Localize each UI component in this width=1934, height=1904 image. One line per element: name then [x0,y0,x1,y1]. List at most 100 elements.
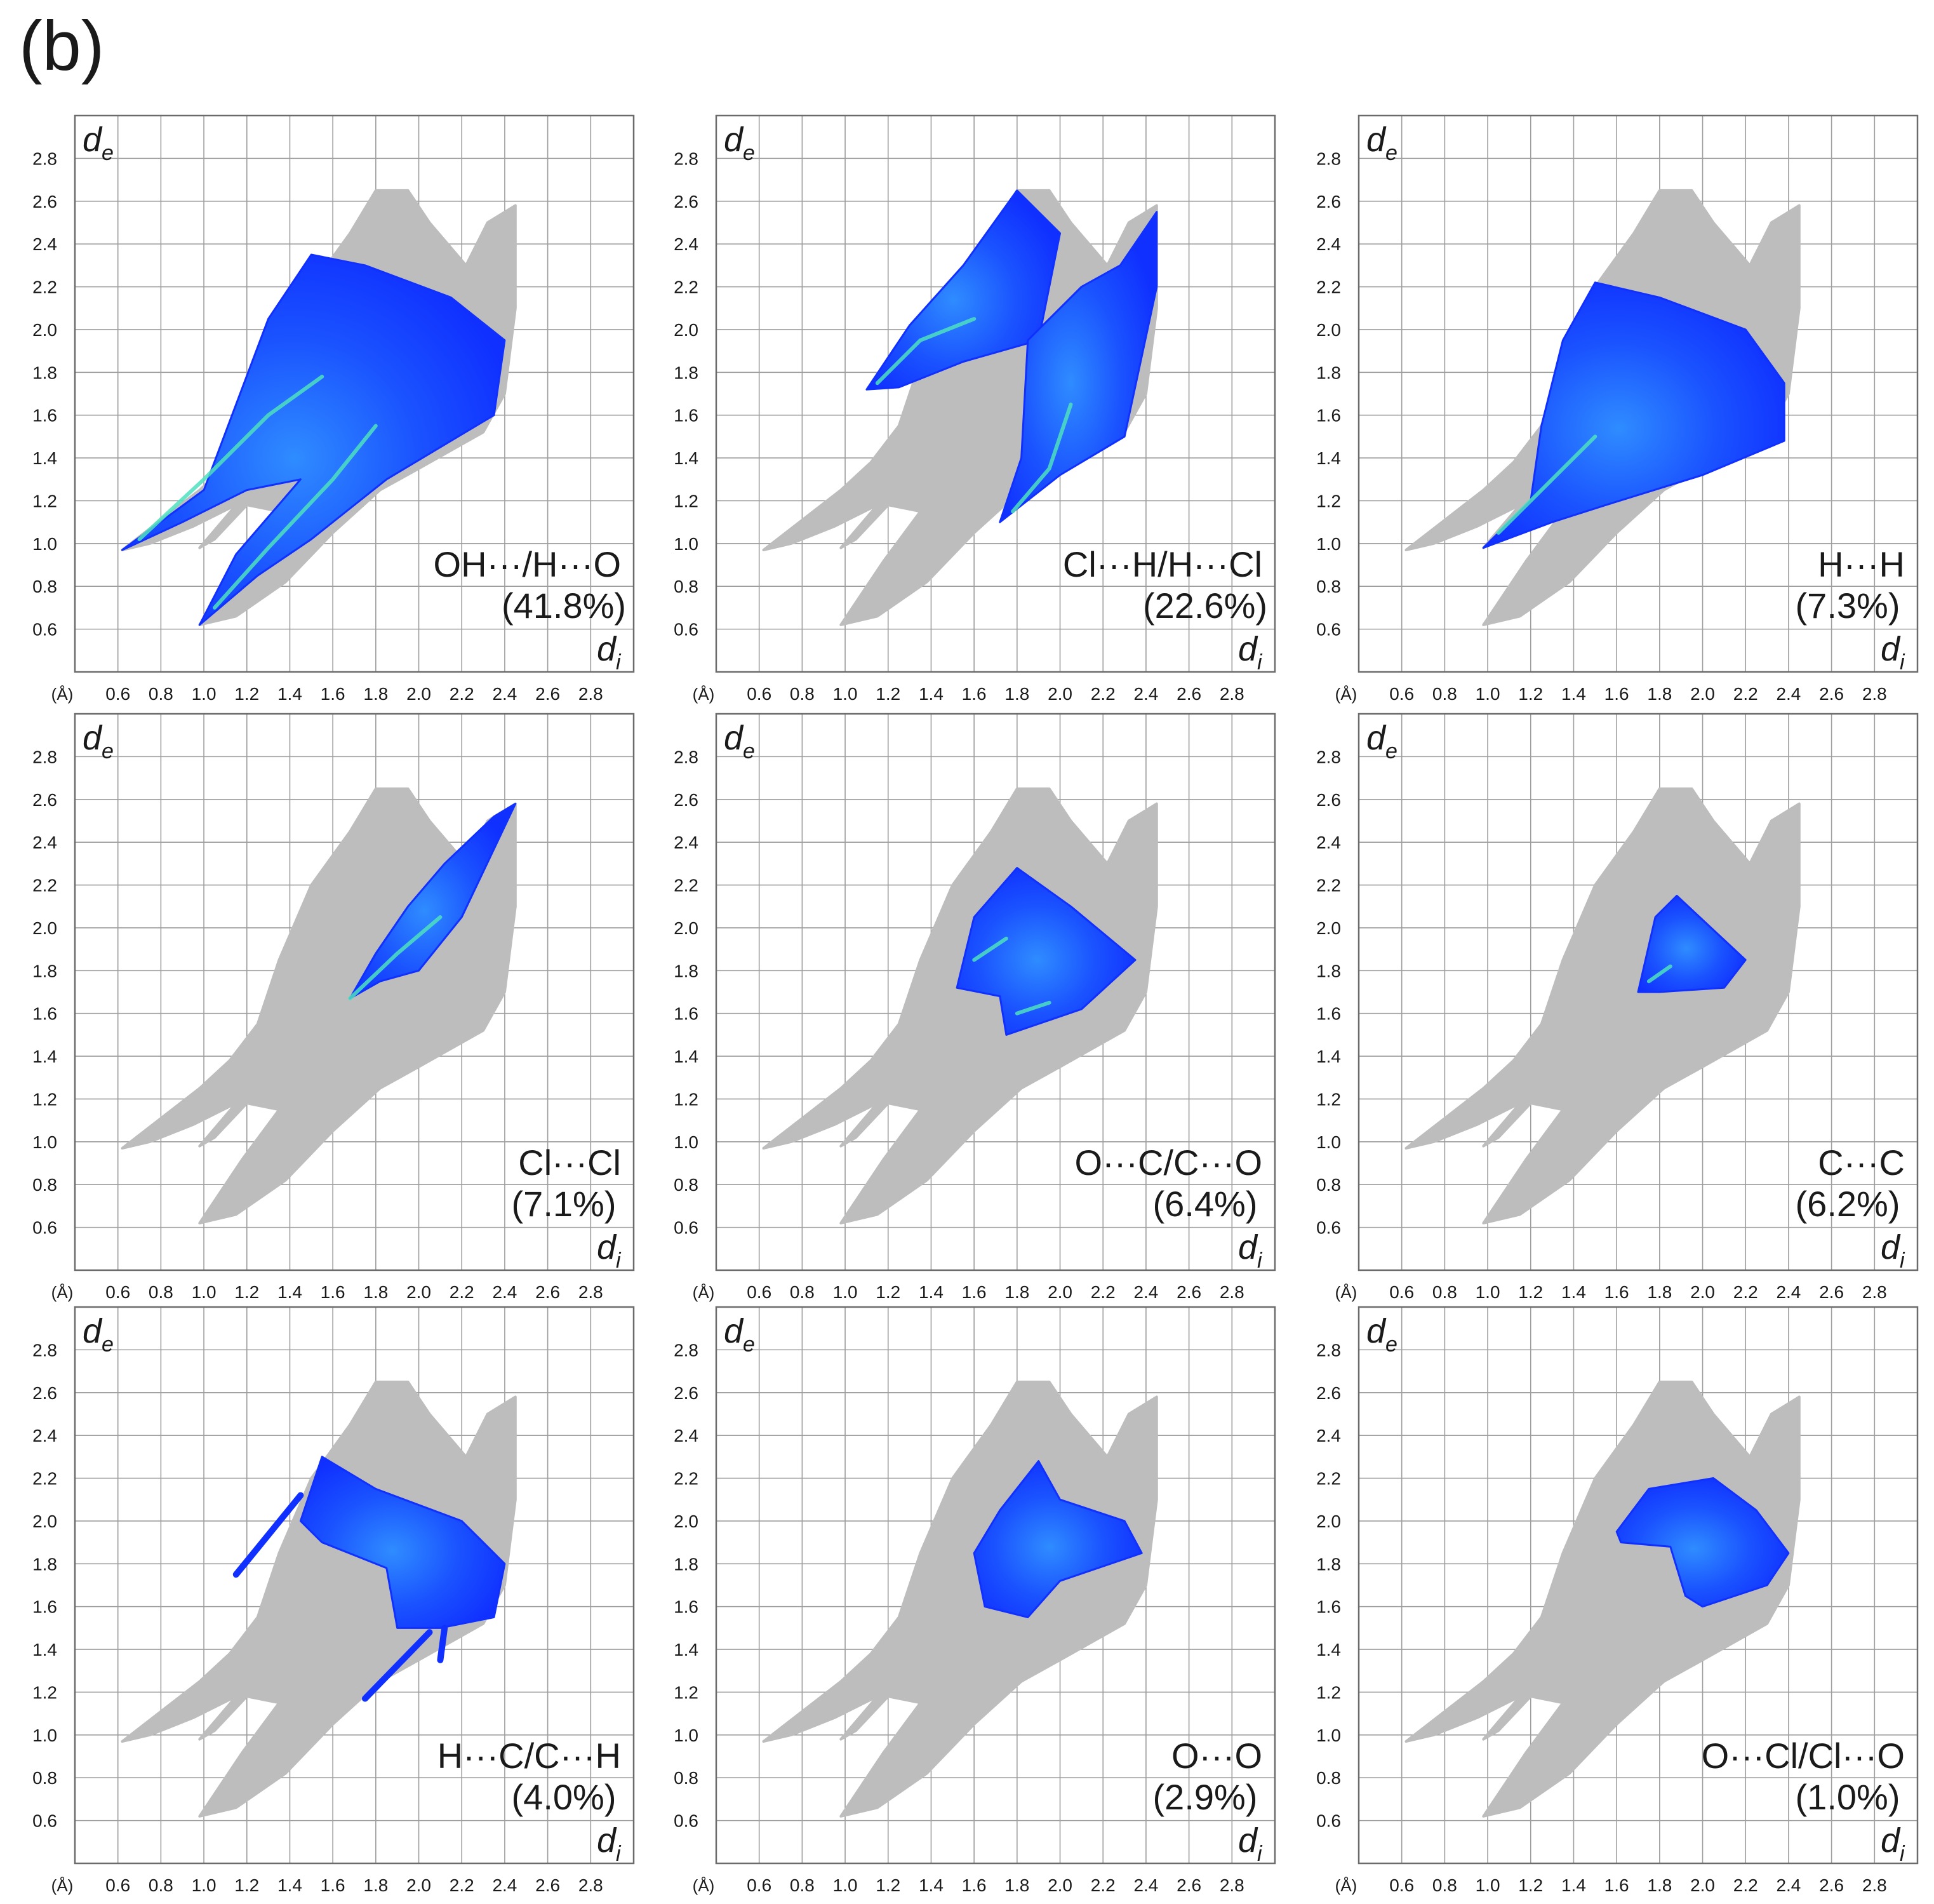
y-tick-label: 2.2 [1316,1469,1341,1489]
y-tick-label: 1.6 [674,1597,698,1617]
x-tick-label: 0.6 [1389,1282,1414,1302]
contact-percentage: (6.2%) [1796,1184,1900,1224]
y-tick-label: 2.8 [674,1340,698,1360]
x-tick-label: 2.0 [1048,1875,1072,1895]
density-ridge [213,424,378,610]
x-tick-label: 2.0 [1048,1282,1072,1302]
contact-percentage: (7.3%) [1796,586,1900,626]
y-tick-label: 1.4 [1316,448,1341,468]
x-tick-label: 0.6 [105,684,130,704]
x-tick-label: 1.4 [1561,1875,1586,1895]
y-tick-label: 2.8 [1316,1340,1341,1360]
x-tick-label: 2.4 [1133,1282,1158,1302]
x-tick-label: 1.0 [192,1282,217,1302]
x-tick-label: 2.8 [1220,684,1244,704]
y-tick-label: 0.6 [32,1811,57,1831]
x-tick-label: 2.6 [535,684,560,704]
y-tick-label: 2.2 [1316,876,1341,895]
highlight-spike [361,1629,433,1702]
contact-percentage: (2.9%) [1153,1777,1258,1817]
y-tick-label: 1.6 [1316,406,1341,426]
x-tick-label: 0.6 [747,1282,771,1302]
y-tick-label: 1.0 [1316,1132,1341,1152]
fingerprint-panel-1: 0.6 0.8 1.0 1.2 1.4 1.6 1.8 2.0 2.2 2.4 2.6 2.8 0.6 0… [32,114,635,704]
y-tick-label: 1.6 [1316,1004,1341,1024]
x-tick-label: 1.4 [1561,684,1586,704]
y-tick-label: 1.8 [1316,1554,1341,1574]
y-tick-label: 2.8 [674,747,698,767]
contact-label: Cl···Cl [518,1143,621,1183]
x-tick-label: 2.2 [1091,1282,1116,1302]
y-tick-label: 1.6 [674,1004,698,1024]
x-tick-label: 1.8 [363,1282,388,1302]
x-tick-label: 2.2 [450,684,474,704]
x-tick-label: 2.6 [1177,684,1201,704]
highlight-region [349,803,517,1000]
x-tick-label: 2.6 [535,1282,560,1302]
y-axis-label: de [1366,1312,1397,1357]
x-tick-label: 2.4 [1133,1875,1158,1895]
x-tick-label: 2.8 [1862,684,1887,704]
x-tick-label: 2.2 [450,1282,474,1302]
x-tick-label: 1.8 [1647,1875,1672,1895]
x-tick-label: 0.8 [790,684,815,704]
x-tick-label: 1.2 [1518,1282,1543,1302]
y-tick-label: 2.0 [1316,1512,1341,1531]
y-axis-label: de [83,121,114,165]
highlight-region [1615,1477,1790,1608]
y-tick-label: 0.8 [674,577,698,596]
fingerprint-panel-4: 0.6 0.8 1.0 1.2 1.4 1.6 1.8 2.0 2.2 2.4 2.6 2.8 0.6 0… [32,713,635,1302]
x-tick-label: 1.2 [234,684,259,704]
y-tick-label: 1.0 [32,1726,57,1745]
x-tick-label: 2.2 [450,1875,474,1895]
x-tick-label: 2.6 [1819,1282,1844,1302]
unit-label: (Å) [51,1283,74,1302]
plot-frame [1357,713,1919,1271]
y-tick-label: 0.6 [674,1218,698,1238]
fingerprint-panel-6: 0.6 0.8 1.0 1.2 1.4 1.6 1.8 2.0 2.2 2.4 2.6 2.8 0.6 0… [1316,713,1919,1302]
highlight-region [121,253,506,626]
y-tick-label: 2.2 [674,1469,698,1489]
unit-label: (Å) [51,1876,74,1895]
y-tick-label: 2.4 [1316,1426,1341,1445]
contact-label: O···C/C···O [1075,1143,1262,1183]
x-tick-label: 1.2 [876,1282,900,1302]
density-ridge [348,915,443,1001]
contact-label: Cl···H/H···Cl [1063,544,1262,584]
fingerprint-panel-3: 0.6 0.8 1.0 1.2 1.4 1.6 1.8 2.0 2.2 2.4 2.6 2.8 0.6 0… [1316,114,1919,704]
y-tick-label: 2.2 [1316,278,1341,297]
y-axis-label: de [724,1312,755,1357]
x-tick-label: 2.4 [492,1282,517,1302]
x-tick-label: 2.2 [1733,1282,1758,1302]
y-tick-label: 2.4 [674,833,698,852]
x-tick-label: 1.4 [1561,1282,1586,1302]
highlight-region-2 [999,211,1158,523]
x-tick-label: 1.2 [234,1282,259,1302]
background-points [1404,787,1801,1224]
x-tick-label: 1.4 [919,1282,944,1302]
x-tick-label: 1.0 [192,1875,217,1895]
x-tick-label: 2.6 [535,1875,560,1895]
x-tick-label: 1.8 [363,684,388,704]
x-tick-label: 0.8 [149,684,173,704]
y-tick-label: 2.0 [674,1512,698,1531]
x-tick-label: 2.0 [406,684,431,704]
x-tick-label: 1.6 [962,1875,987,1895]
y-axis-label: de [724,719,755,763]
x-tick-label: 0.6 [1389,1875,1414,1895]
y-tick-label: 2.0 [32,320,57,340]
y-tick-label: 1.0 [1316,1726,1341,1745]
x-tick-label: 1.4 [277,1282,302,1302]
y-tick-label: 1.8 [674,961,698,981]
y-tick-label: 1.2 [674,1682,698,1702]
x-tick-label: 1.6 [1604,1282,1629,1302]
y-axis-label: de [1366,121,1397,165]
x-tick-label: 1.0 [1476,1282,1500,1302]
contact-percentage: (22.6%) [1143,586,1267,626]
y-tick-label: 1.2 [674,491,698,511]
unit-label: (Å) [1335,1876,1357,1895]
x-tick-label: 2.8 [578,1875,603,1895]
y-tick-label: 0.6 [674,1811,698,1831]
x-tick-label: 2.8 [578,1282,603,1302]
